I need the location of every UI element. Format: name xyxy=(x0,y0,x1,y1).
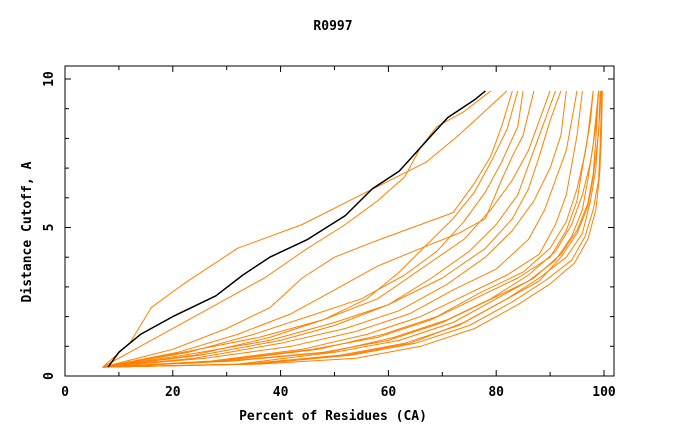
series-line-m14 xyxy=(102,90,562,368)
x-tick-label: 20 xyxy=(165,385,181,400)
y-tick-label: 10 xyxy=(42,71,57,87)
y-axis-label: Distance Cutoff, A xyxy=(20,161,35,302)
plot-frame xyxy=(64,65,615,377)
series-line-m9 xyxy=(102,90,583,368)
x-tick-label: 60 xyxy=(381,385,397,400)
series-line-m15 xyxy=(102,90,524,368)
x-tick-label: 0 xyxy=(61,385,69,400)
series-line-m4 xyxy=(102,90,535,368)
x-tick-label: 80 xyxy=(488,385,504,400)
series-line-m3 xyxy=(102,90,513,368)
series-line-m21 xyxy=(102,90,519,368)
series-line-m17 xyxy=(102,90,600,368)
series-line-m19 xyxy=(102,90,603,368)
series-line-m5 xyxy=(102,90,551,368)
series-line-m10 xyxy=(102,90,594,368)
series-line-m1 xyxy=(102,90,508,368)
ticks-layer: 0 20 40 60 80 100 0 5 10 xyxy=(42,66,616,400)
x-tick-label: 40 xyxy=(273,385,289,400)
series-line-m8 xyxy=(102,90,578,368)
series-line-m20 xyxy=(102,90,601,368)
x-tick-label: 100 xyxy=(592,385,616,400)
x-axis-label: Percent of Residues (CA) xyxy=(239,409,427,424)
chart-title: R0997 xyxy=(313,19,352,34)
series-line-m7 xyxy=(102,90,567,368)
series-layer xyxy=(102,90,603,368)
series-line-m6 xyxy=(102,90,556,368)
series-line-highlight xyxy=(107,90,486,368)
y-tick-label: 0 xyxy=(42,372,57,380)
y-tick-label: 5 xyxy=(42,224,57,232)
series-line-m16 xyxy=(102,90,594,368)
